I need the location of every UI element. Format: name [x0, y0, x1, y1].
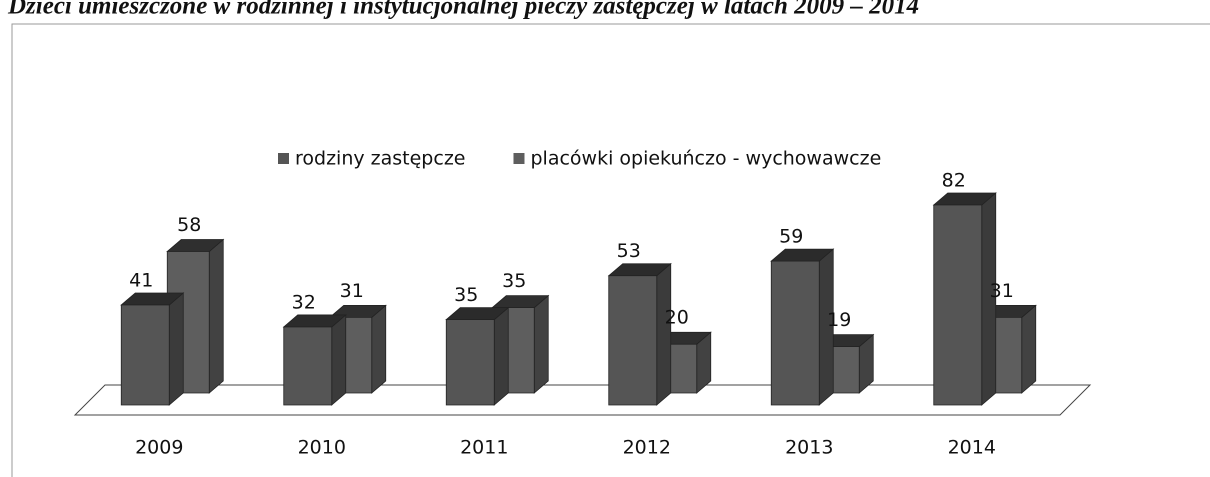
data-label: 31 — [340, 280, 364, 302]
floor — [73, 384, 1092, 416]
bar-face — [371, 304, 387, 394]
bar-face — [120, 304, 170, 406]
legend-label: rodziny zastępcze — [295, 148, 465, 170]
x-tick-label: 2014 — [948, 437, 996, 459]
bar — [770, 248, 835, 406]
x-tick-label: 2011 — [460, 437, 508, 459]
bar — [282, 314, 347, 406]
chart-title: Dzieci umieszczone w rodzinnej i instytu… — [7, 0, 919, 20]
x-tick-label: 2013 — [785, 437, 833, 459]
data-label: 82 — [942, 170, 966, 192]
bar-face — [1021, 304, 1037, 394]
data-label: 35 — [502, 270, 526, 292]
data-label: 31 — [990, 280, 1014, 302]
x-tick-label: 2012 — [623, 437, 671, 459]
x-tick-label: 2010 — [298, 437, 346, 459]
bar — [607, 262, 672, 406]
bar-face — [331, 314, 347, 406]
bar-face — [533, 294, 549, 394]
data-label: 58 — [177, 214, 201, 236]
bar — [445, 306, 510, 406]
data-label: 59 — [779, 226, 803, 248]
legend-swatch — [278, 153, 289, 164]
legend-swatch — [513, 153, 525, 164]
data-label: 35 — [454, 284, 478, 306]
data-label: 53 — [617, 240, 641, 262]
x-tick-label: 2009 — [135, 437, 183, 459]
bar — [932, 192, 997, 406]
bar-face — [445, 319, 495, 406]
bar-face — [770, 260, 820, 406]
bar-face — [168, 292, 184, 406]
data-label: 20 — [665, 307, 689, 329]
bar — [328, 304, 387, 394]
bar-face — [493, 306, 509, 406]
bar-face — [208, 238, 224, 394]
bar-face — [608, 275, 658, 406]
bar — [120, 292, 185, 406]
bar-face — [933, 204, 983, 406]
legend-label: placówki opiekuńczo - wychowawcze — [530, 148, 881, 170]
data-label: 19 — [827, 309, 851, 331]
bar-face — [656, 262, 672, 406]
data-label: 41 — [129, 270, 153, 292]
bar-face — [283, 326, 333, 406]
data-label: 32 — [292, 291, 316, 313]
chart-frame — [11, 23, 1210, 477]
